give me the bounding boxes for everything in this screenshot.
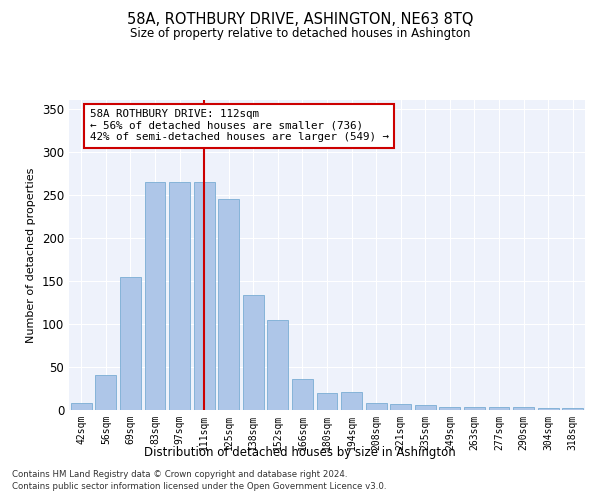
Bar [194,182,215,410]
Bar [317,393,337,410]
Text: Distribution of detached houses by size in Ashington: Distribution of detached houses by size … [144,446,456,459]
Bar [513,406,534,410]
Bar [169,182,190,410]
Bar [145,182,166,410]
Bar [243,296,264,410]
Bar [488,408,509,410]
Bar [562,408,583,410]
Text: 58A ROTHBURY DRIVE: 112sqm
← 56% of detached houses are smaller (736)
42% of sem: 58A ROTHBURY DRIVE: 112sqm ← 56% of deta… [89,110,389,142]
Bar [120,276,141,410]
Text: 58A, ROTHBURY DRIVE, ASHINGTON, NE63 8TQ: 58A, ROTHBURY DRIVE, ASHINGTON, NE63 8TQ [127,12,473,28]
Bar [341,392,362,410]
Bar [538,408,559,410]
Text: Contains public sector information licensed under the Open Government Licence v3: Contains public sector information licen… [12,482,386,491]
Text: Contains HM Land Registry data © Crown copyright and database right 2024.: Contains HM Land Registry data © Crown c… [12,470,347,479]
Y-axis label: Number of detached properties: Number of detached properties [26,168,37,342]
Bar [439,406,460,410]
Bar [268,320,289,410]
Bar [218,199,239,410]
Bar [415,405,436,410]
Text: Size of property relative to detached houses in Ashington: Size of property relative to detached ho… [130,28,470,40]
Bar [95,374,116,410]
Bar [464,408,485,410]
Bar [71,403,92,410]
Bar [292,379,313,410]
Bar [365,403,386,410]
Bar [390,404,411,410]
